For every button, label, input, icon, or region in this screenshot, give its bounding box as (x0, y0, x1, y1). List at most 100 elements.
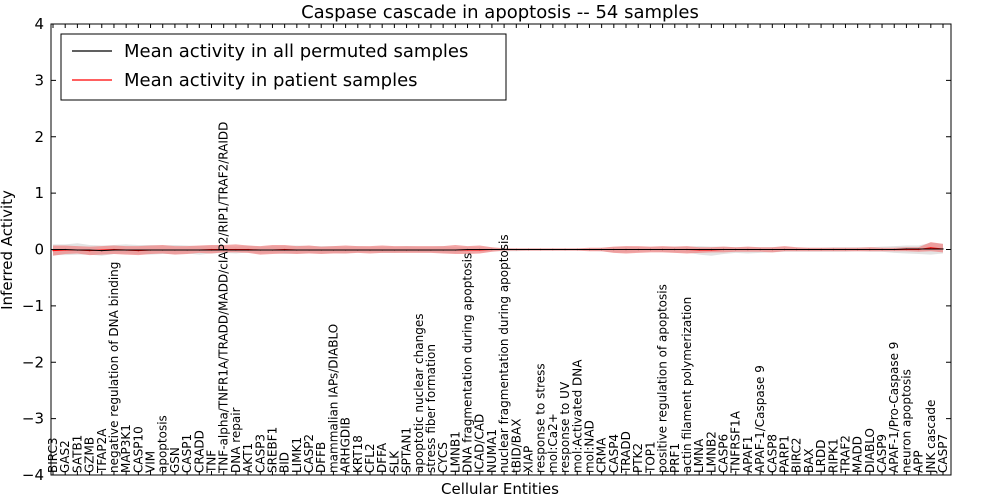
x-category-label: KRT18 (351, 435, 365, 473)
permuted-point (210, 249, 213, 251)
x-category-label: LIMK1 (290, 437, 304, 473)
permuted-point (137, 249, 139, 251)
x-category-label: SLK (387, 450, 401, 473)
permuted-point (601, 248, 603, 251)
permuted-point (393, 249, 395, 251)
permuted-point (771, 248, 773, 251)
permuted-point (613, 248, 615, 251)
x-category-label: APAF-1/Pro-Caspase 9 (887, 342, 901, 473)
x-category-label: XIAP (521, 446, 535, 473)
x-category-label: BID (278, 452, 292, 473)
permuted-point (235, 249, 237, 251)
permuted-point (113, 249, 115, 251)
x-category-label: APAF-1/Caspase 9 (753, 365, 767, 473)
permuted-point (844, 248, 847, 251)
permuted-point (466, 248, 469, 251)
x-category-label: CASP7 (936, 434, 950, 473)
permuted-point (576, 248, 578, 251)
permuted-point (76, 249, 78, 251)
y-axis-label: Inferred Activity (0, 190, 16, 310)
x-category-label: TFAP2A (95, 428, 109, 474)
permuted-point (381, 249, 383, 251)
x-category-label: CASP10 (131, 426, 145, 473)
permuted-point (527, 248, 530, 251)
y-tick-label: −3 (22, 410, 44, 428)
chart-title: Caspase cascade in apoptosis -- 54 sampl… (301, 2, 699, 23)
x-category-label: CASP3 (253, 434, 267, 473)
x-category-label: LMNB1 (448, 431, 462, 473)
permuted-point (296, 249, 298, 251)
legend: Mean activity in all permuted samples Me… (60, 33, 507, 101)
permuted-mean-line (53, 248, 943, 252)
x-category-label: SPTAN1 (400, 427, 414, 473)
x-category-label: CFL2 (363, 443, 377, 473)
x-category-label: CASP2 (302, 434, 316, 473)
x-category-label: CRADD (192, 430, 206, 473)
permuted-point (515, 248, 517, 251)
permuted-point (259, 249, 261, 251)
x-category-label: mol:Activated DNA (570, 359, 584, 473)
x-category-label: CASP4 (607, 434, 621, 473)
permuted-point (832, 248, 834, 251)
x-category-label: GSN (168, 447, 182, 473)
permuted-point (332, 249, 335, 251)
x-category-label: CASP8 (765, 434, 779, 473)
permuted-point (625, 248, 627, 251)
x-category-label: mol:NAD (582, 420, 596, 473)
permuted-point (564, 248, 566, 251)
patient-point (930, 247, 932, 249)
permuted-point (503, 248, 505, 251)
permuted-point (942, 248, 944, 250)
x-category-label: PRF1 (668, 443, 682, 473)
permuted-point (857, 248, 859, 251)
x-category-label: CRMA (595, 437, 609, 473)
permuted-point (783, 248, 786, 251)
legend-box (60, 33, 507, 101)
y-tick-label: 2 (34, 128, 44, 146)
y-tick-label: 0 (34, 241, 44, 259)
y-tick-label: 4 (34, 15, 44, 33)
permuted-point (223, 249, 225, 251)
x-category-label: TRAF2 (838, 435, 852, 474)
permuted-point (722, 248, 725, 251)
x-category-label: GAS2 (58, 440, 72, 473)
x-category-label: TNF-alpha/TNFR1A/TRADD/MADD/cIAP2/RIP1/T… (217, 122, 231, 474)
permuted-point (905, 248, 908, 250)
permuted-point (588, 248, 591, 251)
x-category-label: LMNB2 (704, 431, 718, 473)
permuted-point (808, 248, 810, 251)
y-tick-label: −1 (22, 297, 44, 315)
x-category-label: APAF1 (741, 436, 755, 473)
x-category-label: TNF (204, 450, 218, 474)
x-category-label: neuron apoptosis (899, 369, 913, 473)
permuted-point (893, 248, 895, 251)
permuted-point (759, 248, 761, 251)
permuted-point (491, 248, 493, 251)
permuted-point (247, 249, 249, 251)
x-category-label: mol:Ca2+ (546, 413, 560, 473)
x-category-label: GZMB (83, 437, 97, 473)
x-category-label: DFFB (314, 442, 328, 473)
x-category-label: DIABLO (863, 428, 877, 473)
permuted-point (101, 250, 103, 252)
x-category-label: response to stress (534, 363, 548, 473)
x-category-label: mammalian IAPs/DIABLO (326, 324, 340, 473)
permuted-point (125, 249, 127, 251)
permuted-point (479, 248, 481, 251)
x-category-label: TNFRSF1A (729, 410, 743, 474)
permuted-point (710, 248, 712, 251)
x-category-label: DFFA (375, 442, 389, 473)
x-category-label: JNK cascade (924, 400, 938, 474)
x-axis-label: Cellular Entities (441, 480, 559, 498)
permuted-point (747, 248, 749, 251)
permuted-point (540, 248, 542, 251)
x-category-label: BIRC3 (46, 437, 60, 473)
y-tick-label: 3 (34, 71, 44, 89)
permuted-point (271, 249, 274, 251)
x-category-label: NUMA1 (485, 429, 499, 473)
permuted-point (308, 249, 310, 251)
x-category-label: LMNA (692, 438, 706, 473)
permuted-point (198, 249, 200, 251)
